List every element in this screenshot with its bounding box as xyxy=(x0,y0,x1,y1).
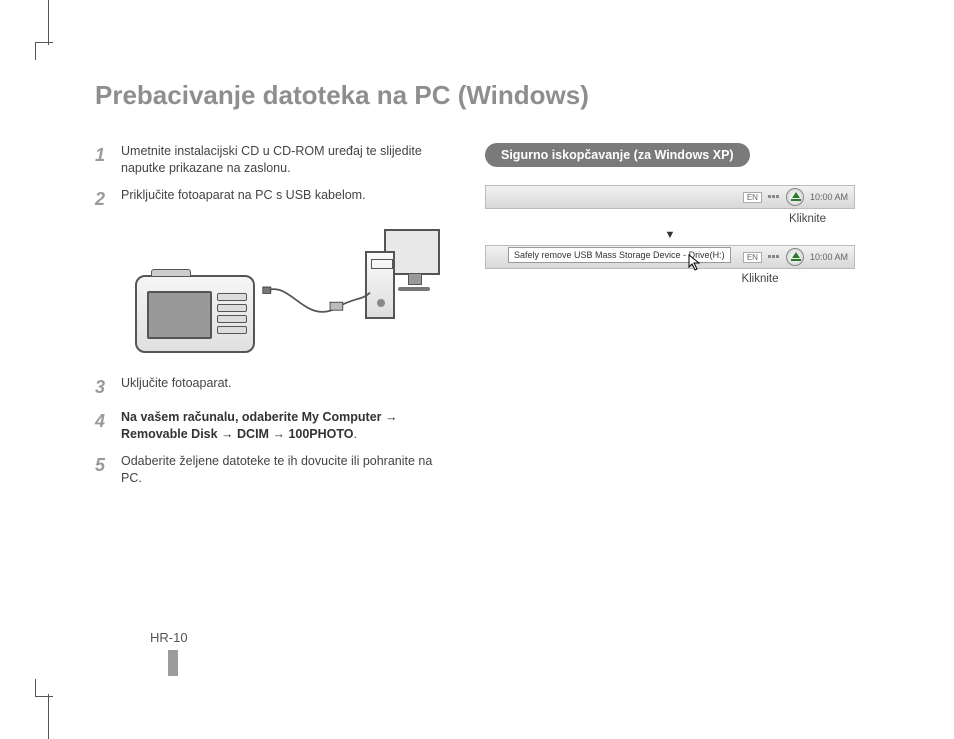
crop-rule-bottom xyxy=(48,694,49,739)
usb-cable-icon xyxy=(253,283,383,323)
page-content: Prebacivanje datoteka na PC (Windows) 1 … xyxy=(95,80,875,497)
tray-misc-icon xyxy=(768,191,780,203)
step-3: 3 Uključite fotoaparat. xyxy=(95,375,455,399)
step-1: 1 Umetnite instalacijski CD u CD-ROM ure… xyxy=(95,143,455,177)
page-number: HR-10 xyxy=(150,630,188,645)
step-5: 5 Odaberite željene datoteke te ih dovuc… xyxy=(95,453,455,487)
tray-clock: 10:00 AM xyxy=(810,252,848,262)
safely-remove-icon[interactable] xyxy=(786,248,804,266)
section-pill: Sigurno iskopčavanje (za Windows XP) xyxy=(485,143,750,167)
step4-arr2: → xyxy=(218,427,237,441)
step4-p1: My Computer xyxy=(302,410,382,424)
step-text: Na vašem računalu, odaberite My Computer… xyxy=(121,409,455,443)
step4-p3: DCIM xyxy=(237,427,269,441)
step4-arr1: → xyxy=(382,410,398,424)
tray-right: EN 10:00 AM xyxy=(743,188,848,206)
step-number: 3 xyxy=(95,375,111,399)
camera-icon xyxy=(135,275,255,353)
step-number: 4 xyxy=(95,409,111,443)
crop-rule-top xyxy=(48,0,49,45)
tray-right: EN 10:00 AM xyxy=(743,248,848,266)
click-label-2: Kliknite xyxy=(655,273,865,285)
step-text: Umetnite instalacijski CD u CD-ROM uređa… xyxy=(121,143,455,177)
crop-mark-top-left xyxy=(35,42,53,60)
step4-arr3: → xyxy=(269,427,288,441)
right-column: Sigurno iskopčavanje (za Windows XP) EN … xyxy=(485,143,865,497)
step-number: 2 xyxy=(95,187,111,211)
step4-lead: Na vašem računalu, odaberite xyxy=(121,410,302,424)
footer-tab xyxy=(168,650,178,676)
step4-dot: . xyxy=(354,427,357,441)
step-text: Uključite fotoaparat. xyxy=(121,375,231,399)
page-title: Prebacivanje datoteka na PC (Windows) xyxy=(95,80,875,111)
step-number: 1 xyxy=(95,143,111,177)
step-text: Odaberite željene datoteke te ih dovucit… xyxy=(121,453,455,487)
step-number: 5 xyxy=(95,453,111,487)
click-label-1: Kliknite xyxy=(750,213,865,225)
columns: 1 Umetnite instalacijski CD u CD-ROM ure… xyxy=(95,143,875,497)
step4-p2: Removable Disk xyxy=(121,427,218,441)
safely-remove-icon[interactable] xyxy=(786,188,804,206)
crop-mark-bottom-left xyxy=(35,679,53,697)
left-column: 1 Umetnite instalacijski CD u CD-ROM ure… xyxy=(95,143,455,497)
taskbar-1: EN 10:00 AM xyxy=(485,185,855,209)
taskbar-2: Safely remove USB Mass Storage Device - … xyxy=(485,245,855,269)
tray-clock: 10:00 AM xyxy=(810,192,848,202)
step-2: 2 Priključite fotoaparat na PC s USB kab… xyxy=(95,187,455,211)
tray-misc-icon xyxy=(768,251,780,263)
step4-p4: 100PHOTO xyxy=(288,427,353,441)
lang-badge: EN xyxy=(743,192,762,203)
step-text: Priključite fotoaparat na PC s USB kabel… xyxy=(121,187,366,211)
step-4: 4 Na vašem računalu, odaberite My Comput… xyxy=(95,409,455,443)
down-arrow-icon: ▼ xyxy=(660,229,680,241)
lang-badge: EN xyxy=(743,252,762,263)
camera-pc-illustration xyxy=(135,221,440,361)
